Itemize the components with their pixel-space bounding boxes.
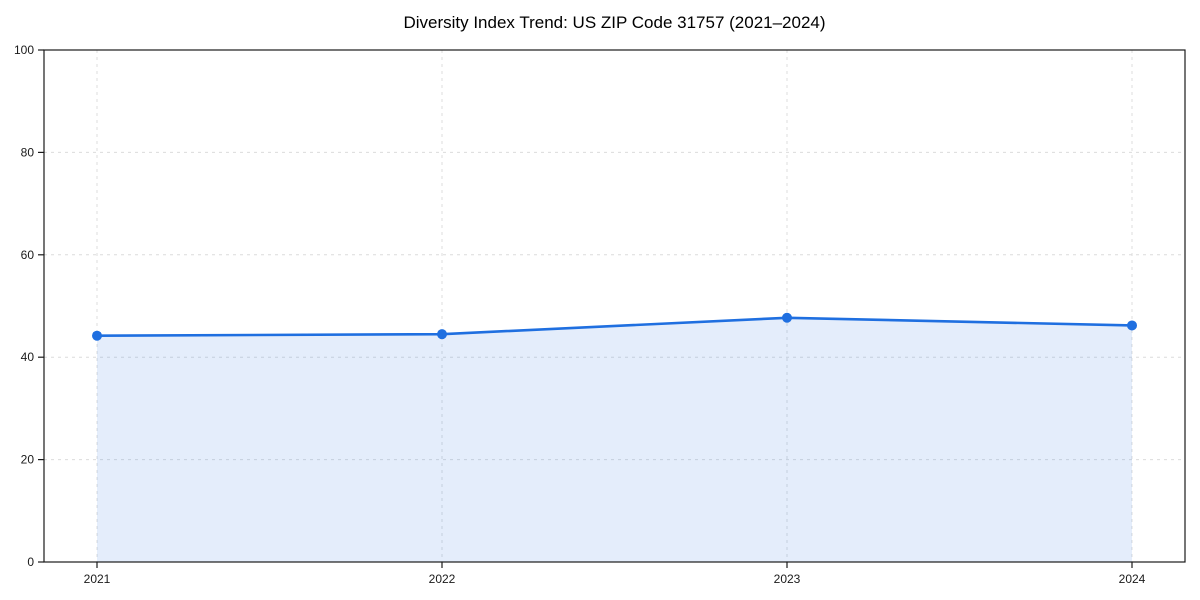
data-point-2022 xyxy=(437,329,447,340)
area-fill xyxy=(97,317,1132,562)
y-tick-label: 0 xyxy=(27,555,34,569)
data-point-2023 xyxy=(782,312,792,323)
y-tick-label: 40 xyxy=(21,350,35,364)
y-tick-label: 100 xyxy=(14,43,34,57)
y-tick-label: 20 xyxy=(21,453,35,467)
trend-line xyxy=(95,316,1134,337)
data-point-2021 xyxy=(92,330,102,341)
chart-title: Diversity Index Trend: US ZIP Code 31757… xyxy=(403,13,826,32)
x-tick-label: 2024 xyxy=(1119,572,1146,586)
y-tick-label: 80 xyxy=(21,145,35,159)
x-tick-label: 2023 xyxy=(774,572,801,586)
x-tick-label: 2022 xyxy=(429,572,456,586)
plot-border xyxy=(43,49,1186,563)
data-point-2024 xyxy=(1127,320,1137,331)
x-tick-label: 2021 xyxy=(84,572,111,586)
y-tick-label: 60 xyxy=(21,248,35,262)
